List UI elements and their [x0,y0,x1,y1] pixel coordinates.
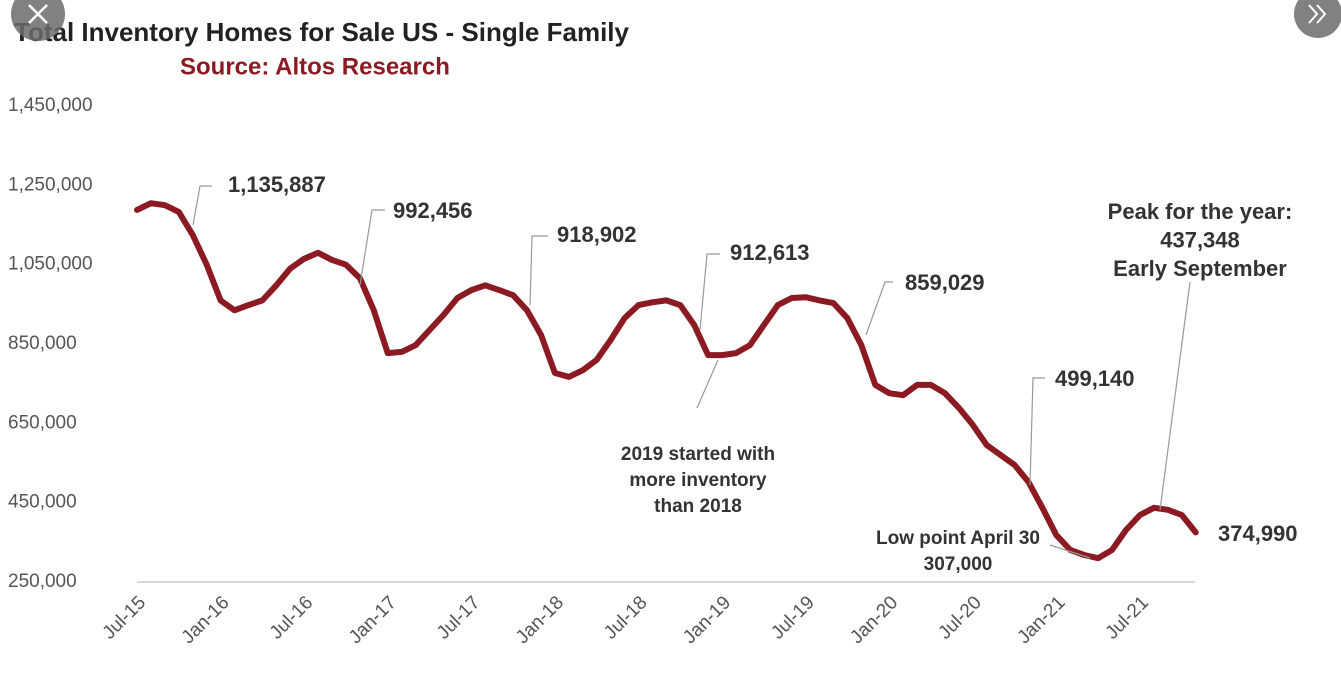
annotation: 992,456 [393,198,473,223]
annotation-leader [359,209,385,286]
x-tick-label: Jul-16 [266,592,317,643]
annotation-leader [865,281,893,336]
annotation-leader [1029,377,1045,486]
x-tick-label: Jul-15 [99,592,150,643]
annotation: 437,348 [1160,227,1240,252]
annotation: 912,613 [730,240,810,265]
x-tick-label: Jul-17 [433,592,484,643]
chart-title: Total Inventory Homes for Sale US - Sing… [14,17,630,47]
annotation: Peak for the year: [1108,199,1293,224]
line-series [134,200,1199,562]
annotation: 918,902 [557,222,637,247]
annotation: 1,135,887 [228,172,326,197]
x-tick-label: Jan-18 [512,592,568,648]
annotation: than 2018 [654,496,742,517]
annotation-leader [699,253,720,331]
annotation-leader [696,359,719,409]
x-tick-label: Jul-19 [767,592,818,643]
annotation: Early September [1113,256,1287,281]
annotation: 2019 started with [621,444,775,465]
annotation-leader [529,235,548,306]
annotation-leader [192,185,212,226]
y-tick-label: 850,000 [8,333,77,354]
y-tick-label: 650,000 [8,412,77,433]
y-tick-label: 450,000 [8,492,77,513]
next-button[interactable] [1294,0,1341,38]
annotation-leader [1159,281,1191,511]
annotation: 499,140 [1055,366,1135,391]
plot: 250,000 450,000 650,000 850,000 1,050,000 1,2… [8,95,1298,648]
y-tick-label: 250,000 [8,571,77,592]
y-tick-label: 1,050,000 [8,254,93,275]
annotation-leader [1049,544,1091,559]
x-tick-label: Jul-20 [934,592,985,643]
x-tick-label: Jul-18 [600,592,651,643]
y-tick-label: 1,450,000 [8,95,93,116]
x-tick-label: Jan-16 [178,592,234,648]
chart-subtitle: Source: Altos Research [180,53,450,80]
annotation: Low point April 30 [876,528,1040,549]
x-tick-label: Jan-19 [679,592,735,648]
x-tick-label: Jan-17 [345,592,401,648]
x-tick-label: Jan-21 [1014,592,1070,648]
annotation: 307,000 [924,554,993,575]
close-button[interactable] [11,0,65,41]
annotation: more inventory [629,470,767,491]
annotation: 374,990 [1218,521,1298,546]
x-tick-label: Jan-20 [846,592,902,648]
x-tick-label: Jul-21 [1102,592,1153,643]
annotation: 859,029 [905,270,985,295]
y-tick-label: 1,250,000 [8,174,93,195]
